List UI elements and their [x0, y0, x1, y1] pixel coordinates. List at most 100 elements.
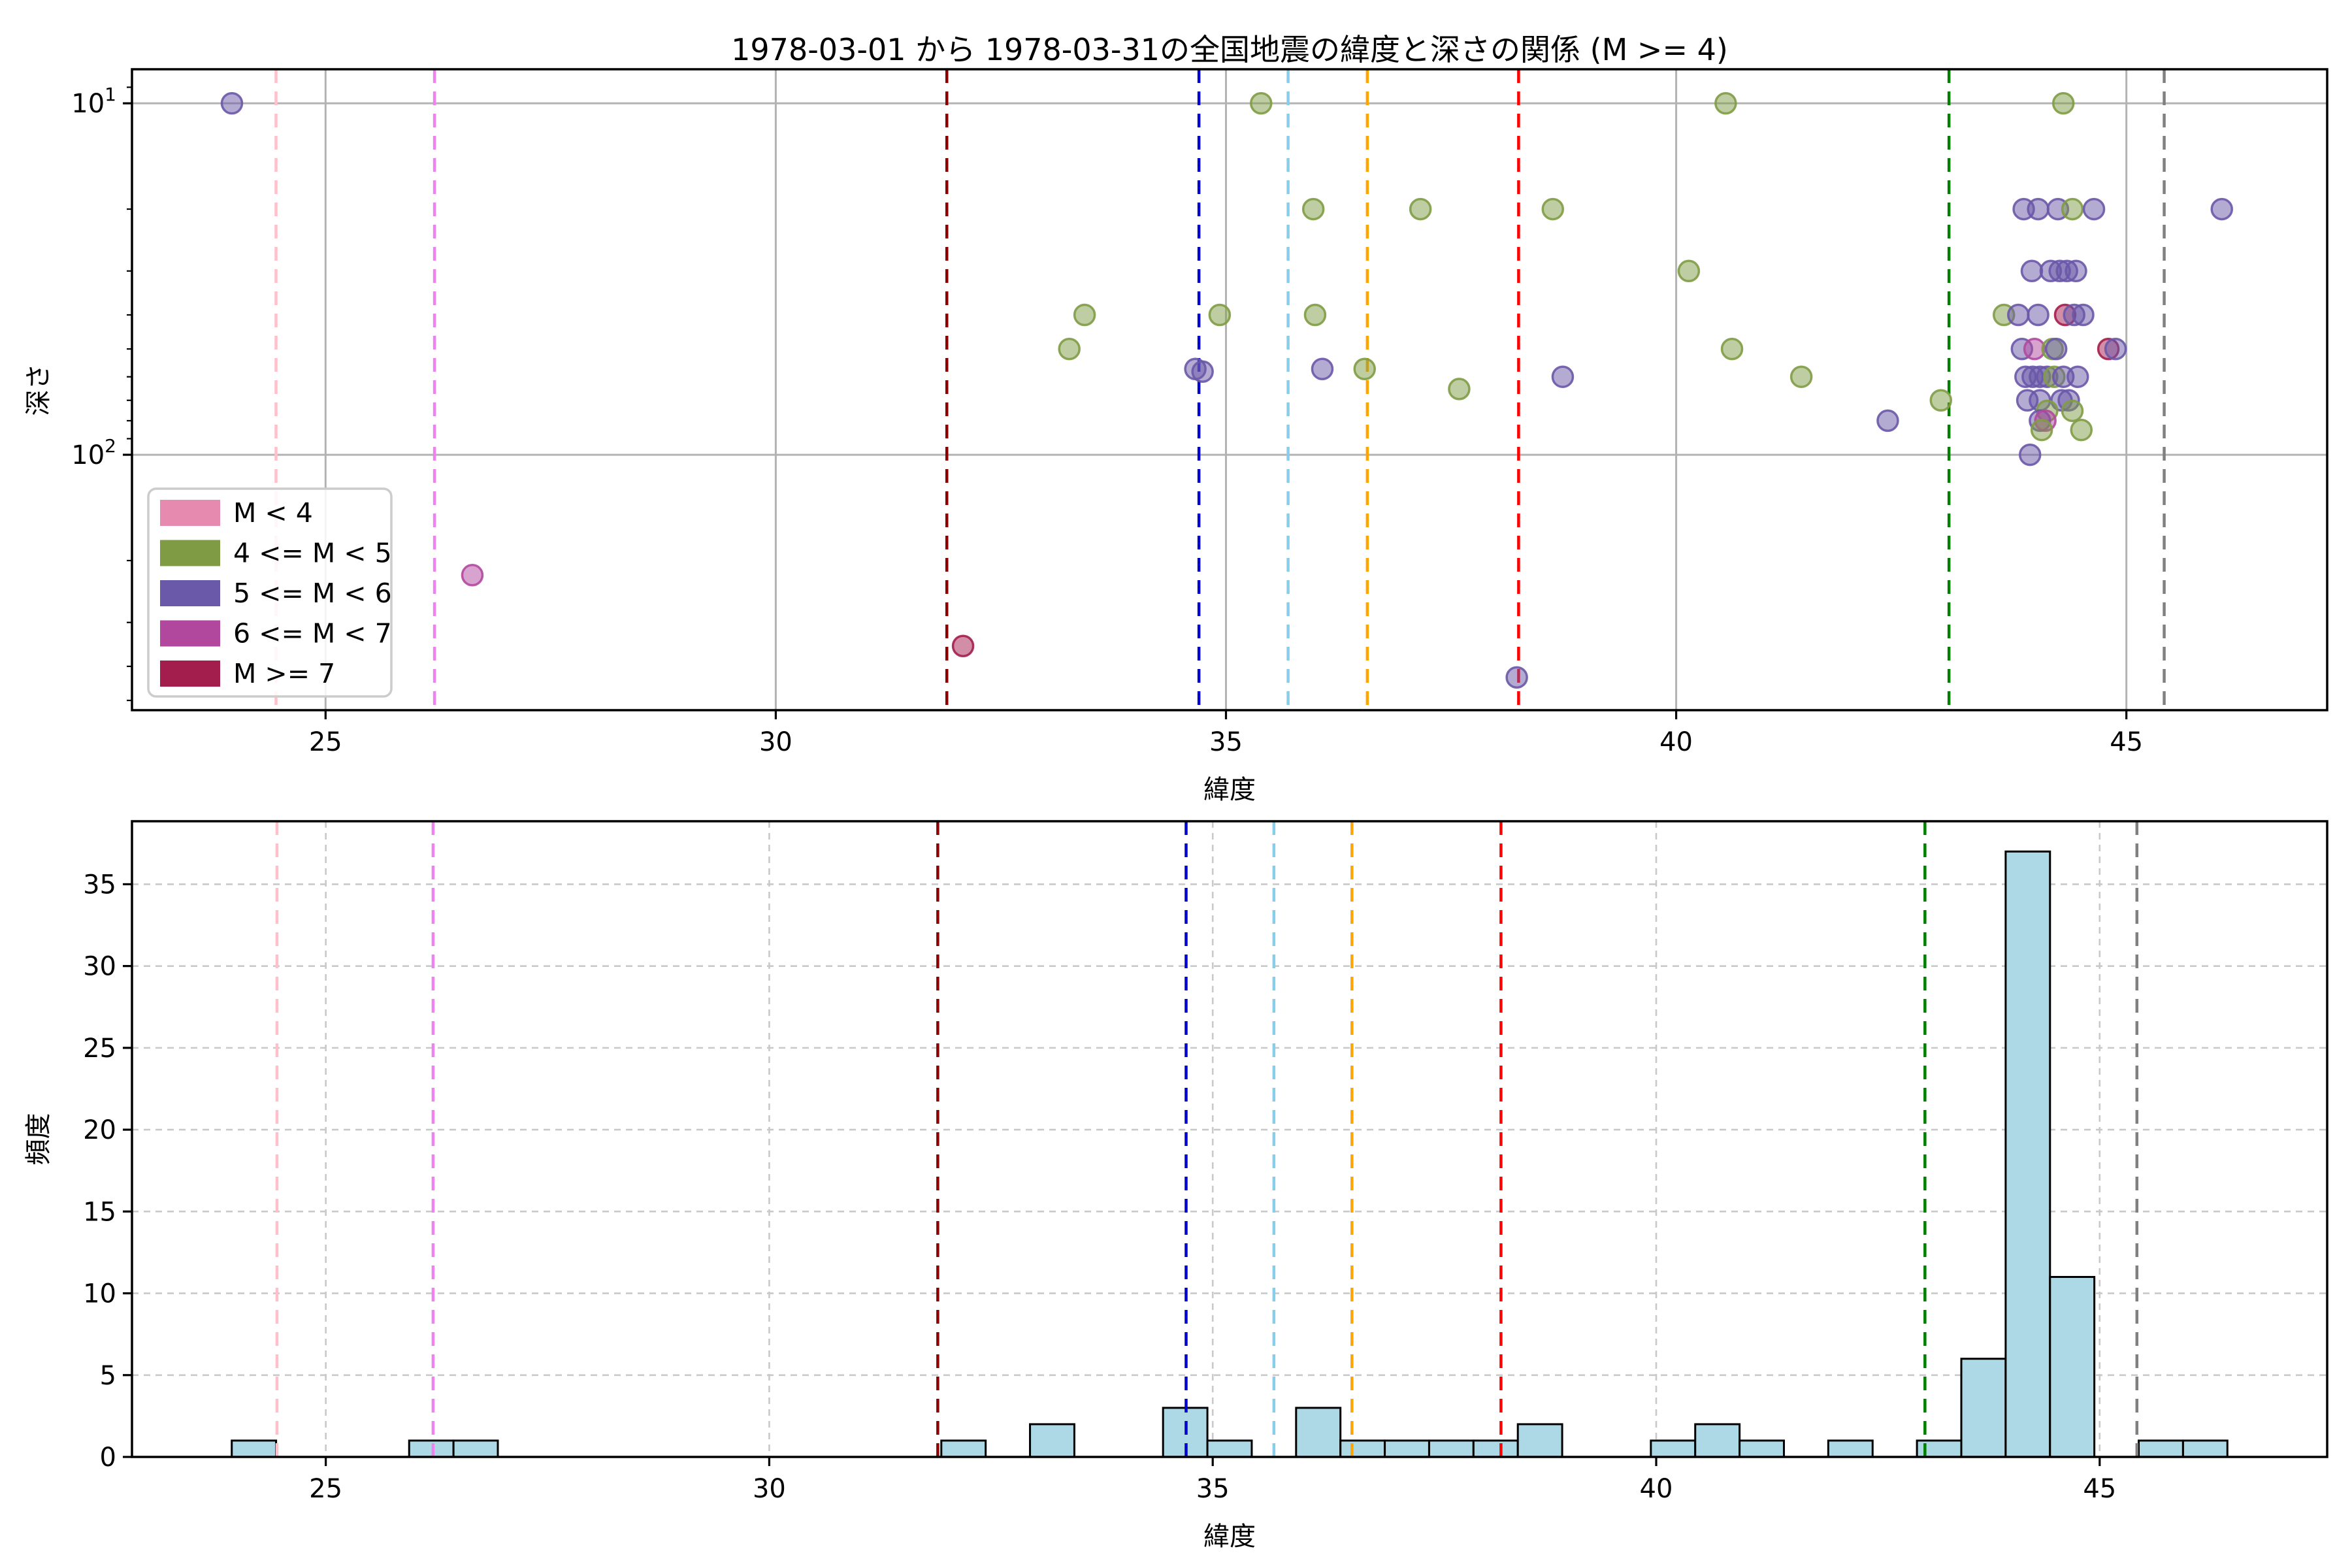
scatter-point: [1311, 357, 1334, 380]
scatter-point: [1720, 337, 1744, 361]
scatter-point: [1789, 365, 1813, 388]
hist-bar: [1960, 1358, 2007, 1458]
hist-bar: [1516, 1423, 1563, 1458]
scatter-point: [1876, 409, 1899, 433]
scatter-point: [2082, 197, 2106, 221]
scatter-point: [1073, 303, 1096, 327]
scatter-point: [2007, 303, 2030, 327]
scatter-point: [1058, 337, 1081, 361]
scatter-point: [2070, 418, 2093, 442]
scatter-point: [1409, 197, 1432, 221]
scatter-point: [2051, 91, 2075, 115]
hist-bar: [1827, 1439, 1874, 1458]
legend-swatch-1: [160, 540, 220, 566]
scatter-point: [2044, 337, 2068, 361]
hist-bar: [2138, 1439, 2184, 1458]
legend-swatch-4: [160, 661, 220, 687]
bot-ytick-label: 20: [83, 1115, 116, 1145]
legend-label-2: 5 <= M < 6: [233, 578, 392, 609]
legend-label-1: 4 <= M < 5: [233, 538, 392, 569]
scatter-point: [2030, 418, 2053, 442]
bot-xtick-label: 35: [1196, 1474, 1230, 1504]
legend-label-4: M >= 7: [233, 658, 335, 689]
bot-xaxis-label: 緯度: [1203, 1522, 1256, 1552]
top-xtick-label: 40: [1659, 727, 1693, 757]
hist-bar: [1206, 1439, 1253, 1458]
bot-ytick-label: 15: [83, 1197, 116, 1227]
scatter-point: [1929, 389, 1953, 412]
scatter-point: [2027, 197, 2050, 221]
hist-bar: [1694, 1423, 1741, 1458]
scatter-point: [1301, 197, 1325, 221]
hist-bar: [408, 1439, 455, 1458]
scatter-point: [461, 564, 484, 587]
hist-bar: [1428, 1439, 1475, 1458]
hist-bar: [2004, 850, 2051, 1458]
bot-xtick-label: 45: [2083, 1474, 2116, 1504]
scatter-border: [131, 68, 2328, 711]
scatter-point: [2065, 259, 2087, 283]
scatter-point: [1541, 197, 1565, 221]
scatter-point: [1714, 91, 1737, 115]
hist-bar: [1472, 1439, 1519, 1458]
histogram-border: [131, 820, 2328, 1458]
bot-xtick-label: 40: [1640, 1474, 1673, 1504]
hist-bar: [1384, 1439, 1430, 1458]
top-xtick-label: 35: [1209, 727, 1243, 757]
top-xtick-label: 25: [309, 727, 342, 757]
hist-bar: [1650, 1439, 1697, 1458]
scatter-point: [220, 91, 244, 115]
bot-xtick-label: 30: [753, 1474, 786, 1504]
top-ytick-label: 102: [71, 435, 116, 470]
scatter-point: [1353, 357, 1376, 380]
hist-bar: [231, 1439, 278, 1458]
chart-title: 1978-03-01 から 1978-03-31の全国地震の緯度と深さの関係 (…: [731, 32, 1728, 67]
top-xtick-label: 30: [759, 727, 792, 757]
legend-label-0: M < 4: [233, 497, 313, 529]
scatter-point: [2066, 365, 2089, 388]
scatter-point: [2018, 443, 2042, 466]
scatter-point: [2072, 303, 2095, 327]
scatter-point: [1191, 360, 1214, 384]
hist-bar: [1739, 1439, 1785, 1458]
bot-ytick-label: 35: [83, 870, 116, 900]
scatter-point: [2210, 197, 2234, 221]
scatter-point: [2020, 259, 2044, 283]
legend-label-3: 6 <= M < 7: [233, 618, 392, 649]
legend-swatch-2: [160, 580, 220, 606]
hist-bar: [1339, 1439, 1386, 1458]
scatter-point: [1551, 365, 1575, 388]
bot-ytick-label: 30: [83, 952, 116, 982]
hist-bar: [1295, 1407, 1342, 1458]
top-yaxis-label: 深さ: [24, 364, 54, 416]
bot-ytick-label: 10: [83, 1279, 116, 1309]
scatter-point: [1448, 378, 1471, 400]
scatter-point: [1677, 259, 1701, 283]
bot-yaxis-label: 頻度: [24, 1113, 54, 1166]
hist-bar: [1029, 1423, 1075, 1458]
hist-bar: [2181, 1439, 2229, 1458]
scatter-point: [2061, 399, 2084, 423]
hist-bar: [2049, 1276, 2096, 1458]
scatter-point: [2104, 337, 2127, 361]
scatter-point: [1505, 666, 1528, 689]
bot-ytick-label: 5: [100, 1361, 116, 1391]
legend-swatch-3: [160, 620, 220, 647]
top-ytick-label: 101: [71, 84, 116, 119]
scatter-point: [1249, 91, 1273, 115]
top-xtick-label: 45: [2110, 727, 2143, 757]
scatter-point: [1208, 303, 1232, 327]
scatter-point: [1303, 303, 1327, 327]
scatter-point: [951, 634, 975, 657]
bot-ytick-label: 0: [100, 1443, 116, 1473]
bot-ytick-label: 25: [83, 1034, 116, 1064]
bot-xtick-label: 25: [309, 1474, 342, 1504]
top-xaxis-label: 緯度: [1203, 775, 1256, 805]
scatter-point: [2061, 197, 2084, 221]
scatter-point: [2027, 303, 2050, 327]
hist-bar: [940, 1439, 987, 1458]
legend-swatch-0: [160, 500, 220, 526]
hist-bar: [452, 1439, 499, 1458]
